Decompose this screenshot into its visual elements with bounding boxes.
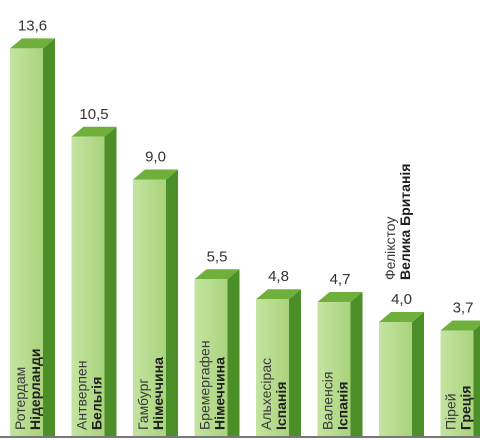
bar-5: 4,8 Альхесірас Іспанія (256, 268, 301, 436)
category-country-label: Іспанія (335, 382, 351, 430)
value-label: 4,8 (268, 268, 289, 285)
bar-8: 3,7 Пірей Греція (440, 300, 480, 436)
category-city-label: Альхесірас (258, 358, 274, 430)
bar-top-face (317, 292, 363, 303)
bar-front-face (256, 299, 289, 436)
bar-top-face (256, 289, 301, 300)
bar-side-face (289, 289, 301, 436)
category-city-label: Пірей (443, 393, 459, 430)
value-label: 4,7 (330, 271, 351, 288)
bar-7: 4,0 Фелікстоу Велика Британія (379, 164, 424, 436)
bar-top-face (10, 38, 55, 49)
bar-top-face (133, 169, 178, 180)
bar-front-face (379, 322, 412, 436)
value-label: 13,6 (18, 17, 47, 34)
bar-top-face (379, 312, 424, 322)
category-country-label: Велика Британія (397, 164, 413, 280)
category-country-label: Німеччина (212, 357, 228, 430)
bar-4: 5,5 Бремергафен Німеччина (194, 248, 240, 436)
category-city-label: Ротердам (12, 367, 28, 430)
category-country-label: Іспанія (273, 382, 289, 430)
category-city-label: Антверпен (74, 361, 90, 430)
bar-side-face (43, 38, 55, 437)
bar-front-face (440, 330, 474, 436)
bar-side-face (350, 292, 363, 436)
bar-front-face (10, 48, 43, 437)
bar-3: 9,0 Гамбург Німеччина (133, 149, 178, 436)
category-city-label: Гамбург (135, 379, 151, 431)
category-country-label: Греція (458, 386, 474, 430)
bar-side-face (473, 325, 480, 436)
bar-side-face (412, 312, 424, 436)
category-country-label: Бельгія (89, 377, 105, 430)
value-label: 5,5 (207, 248, 228, 265)
bar-1: 13,6 Ротердам Нідерланди (10, 17, 55, 437)
value-label: 4,0 (391, 291, 412, 308)
category-city-label: Бремергафен (197, 340, 213, 430)
value-label: 10,5 (79, 106, 108, 123)
bars-group: 13,6 Ротердам Нідерланди 10,5 Антверпен Бельг… (10, 17, 480, 437)
bar-top-face (440, 320, 480, 331)
bar-top-face (194, 269, 240, 280)
category-country-label: Нідерланди (27, 348, 43, 430)
bar-side-face (166, 169, 178, 436)
bar-front-face (317, 302, 351, 436)
category-city-label: Фелікстоу (382, 217, 398, 280)
bar-front-face (133, 179, 166, 436)
category-city-label: Валенсія (320, 371, 336, 430)
bar-6: 4,7 Валенсія Іспанія (317, 271, 363, 436)
bar-2: 10,5 Антверпен Бельгія (71, 106, 117, 436)
bar-side-face (227, 269, 240, 436)
value-label: 9,0 (145, 149, 166, 166)
bar-top-face (71, 126, 117, 137)
category-country-label: Німеччина (150, 357, 166, 430)
value-label: 3,7 (453, 300, 474, 317)
bar-front-face (71, 136, 105, 436)
bar-front-face (194, 279, 228, 436)
bar-side-face (104, 126, 117, 436)
